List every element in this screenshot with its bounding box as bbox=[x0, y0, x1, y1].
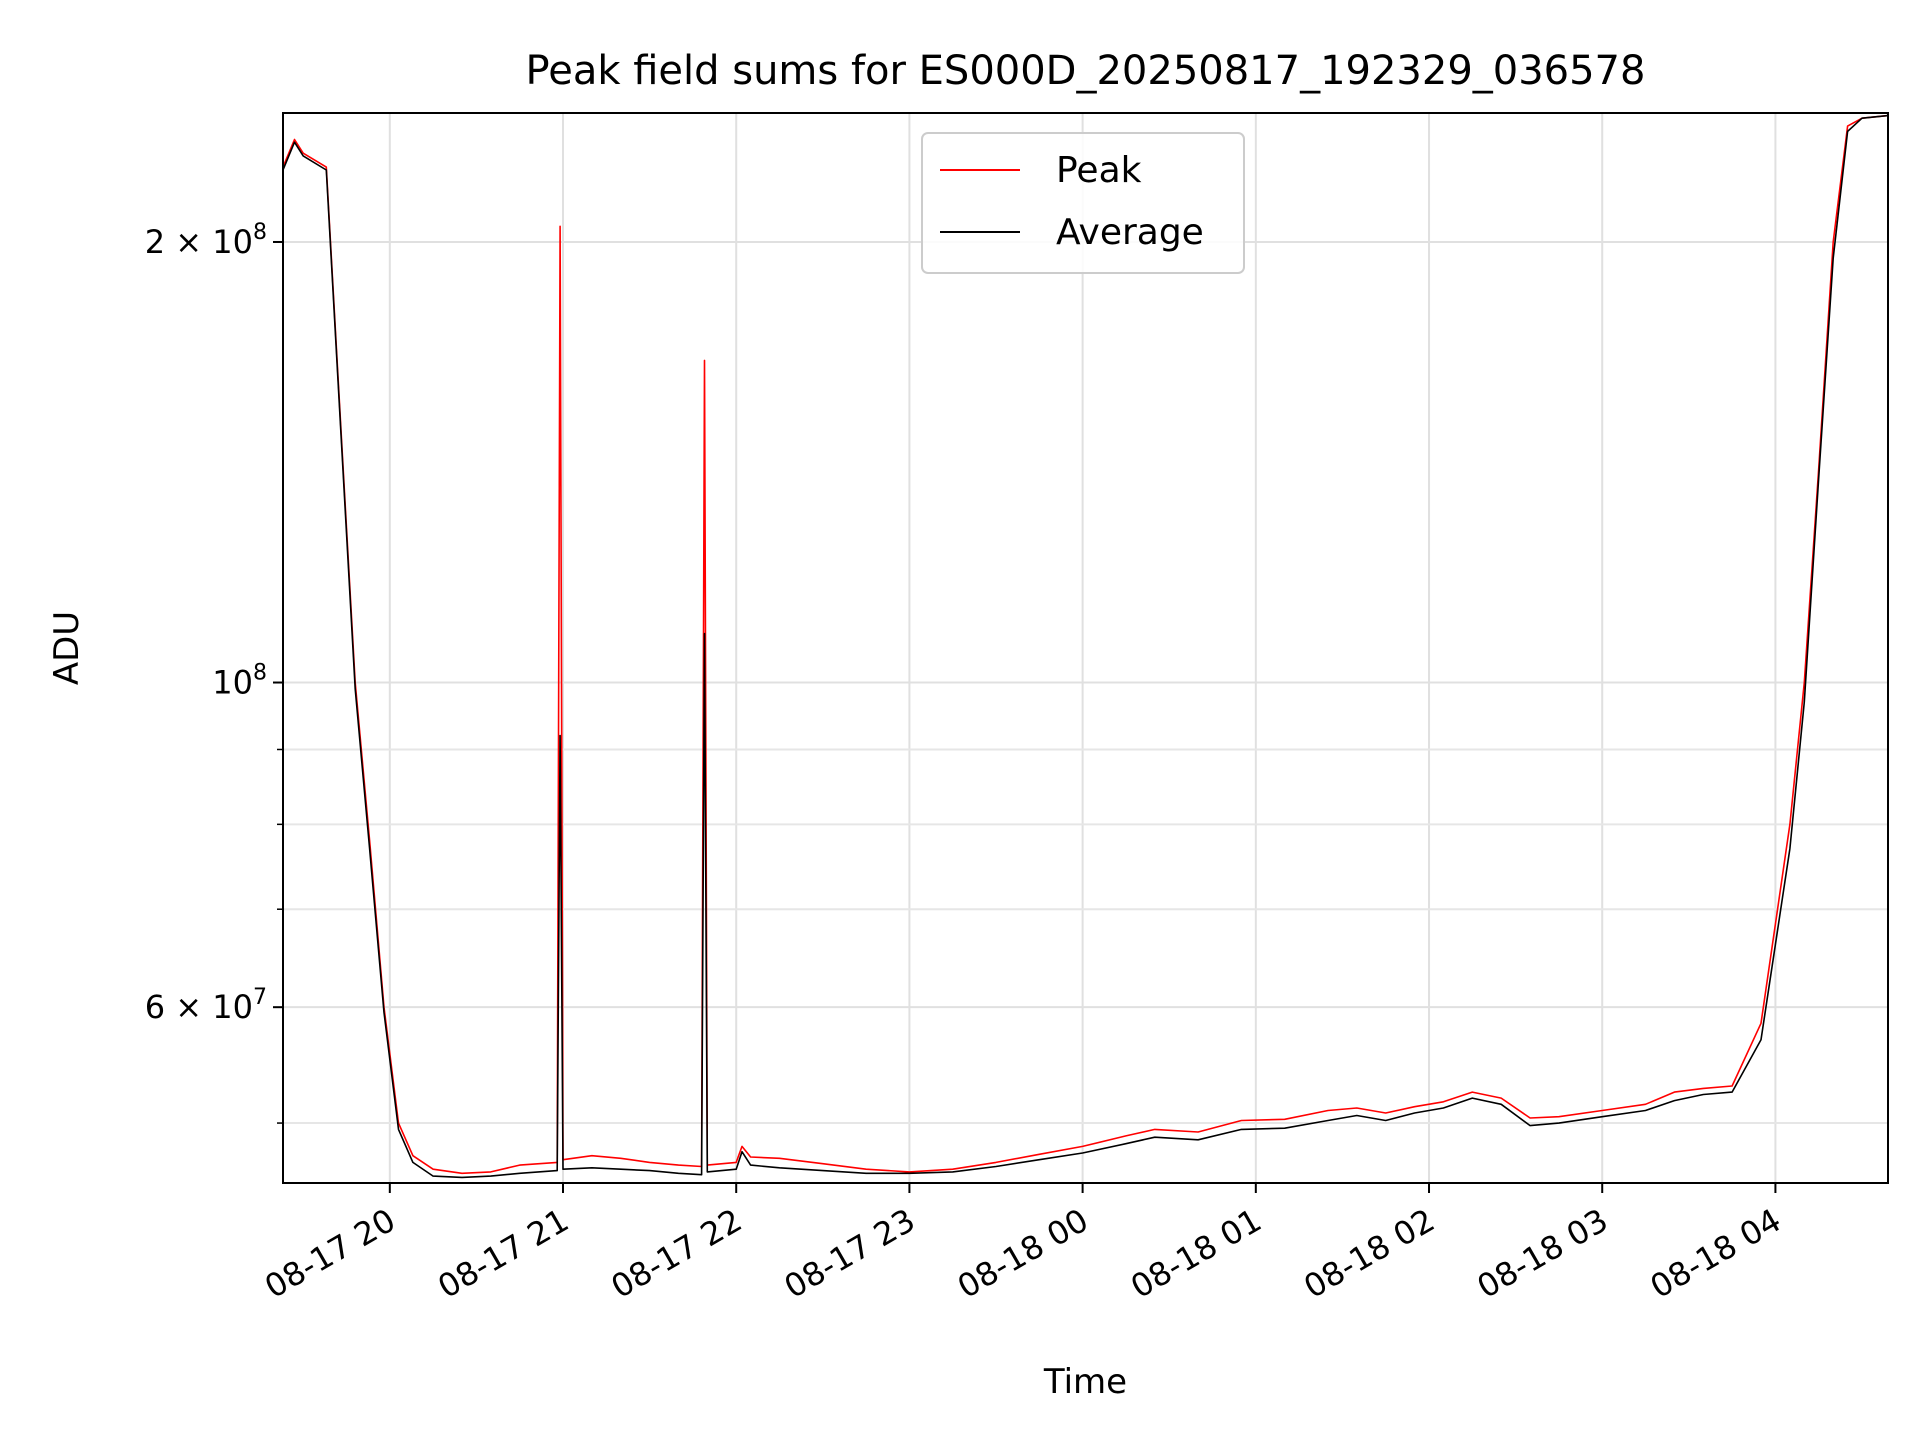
series-line-peak bbox=[282, 114, 1889, 1175]
x-tick-label: 08-18 02 bbox=[1297, 1201, 1441, 1306]
x-tick-label: 08-17 21 bbox=[431, 1201, 575, 1306]
y-tick-label: 6 × 107 bbox=[145, 985, 267, 1026]
x-tick-label: 08-17 22 bbox=[605, 1201, 749, 1306]
x-tick-label: 08-18 03 bbox=[1471, 1201, 1615, 1306]
x-tick-label: 08-17 23 bbox=[778, 1201, 922, 1306]
legend: Peak Average bbox=[921, 132, 1245, 274]
legend-box bbox=[921, 132, 1245, 274]
legend-label-average: Average bbox=[1056, 212, 1204, 253]
legend-label-peak: Peak bbox=[1056, 150, 1142, 191]
y-axis-label: ADU bbox=[47, 611, 87, 685]
plot-frame bbox=[282, 112, 1889, 1184]
x-axis-ticks: 08-17 20 08-17 21 08-17 22 08-17 23 08-18 00… bbox=[258, 1183, 1787, 1306]
x-tick-label: 08-17 20 bbox=[258, 1201, 402, 1306]
plot-lines bbox=[282, 114, 1889, 1179]
x-axis-label: Time bbox=[1043, 1362, 1127, 1402]
y-axis-ticks: 2 × 108 108 6 × 107 bbox=[145, 220, 283, 1124]
x-tick-label: 08-18 01 bbox=[1124, 1201, 1268, 1306]
series-line-average bbox=[282, 114, 1889, 1179]
chart-title: Peak field sums for ES000D_20250817_1923… bbox=[526, 48, 1646, 94]
x-tick-label: 08-18 04 bbox=[1644, 1201, 1788, 1306]
grid bbox=[283, 113, 1888, 1183]
y-tick-label: 108 bbox=[212, 661, 267, 702]
x-tick-label: 08-18 00 bbox=[951, 1201, 1095, 1306]
y-tick-label: 2 × 108 bbox=[145, 220, 267, 261]
